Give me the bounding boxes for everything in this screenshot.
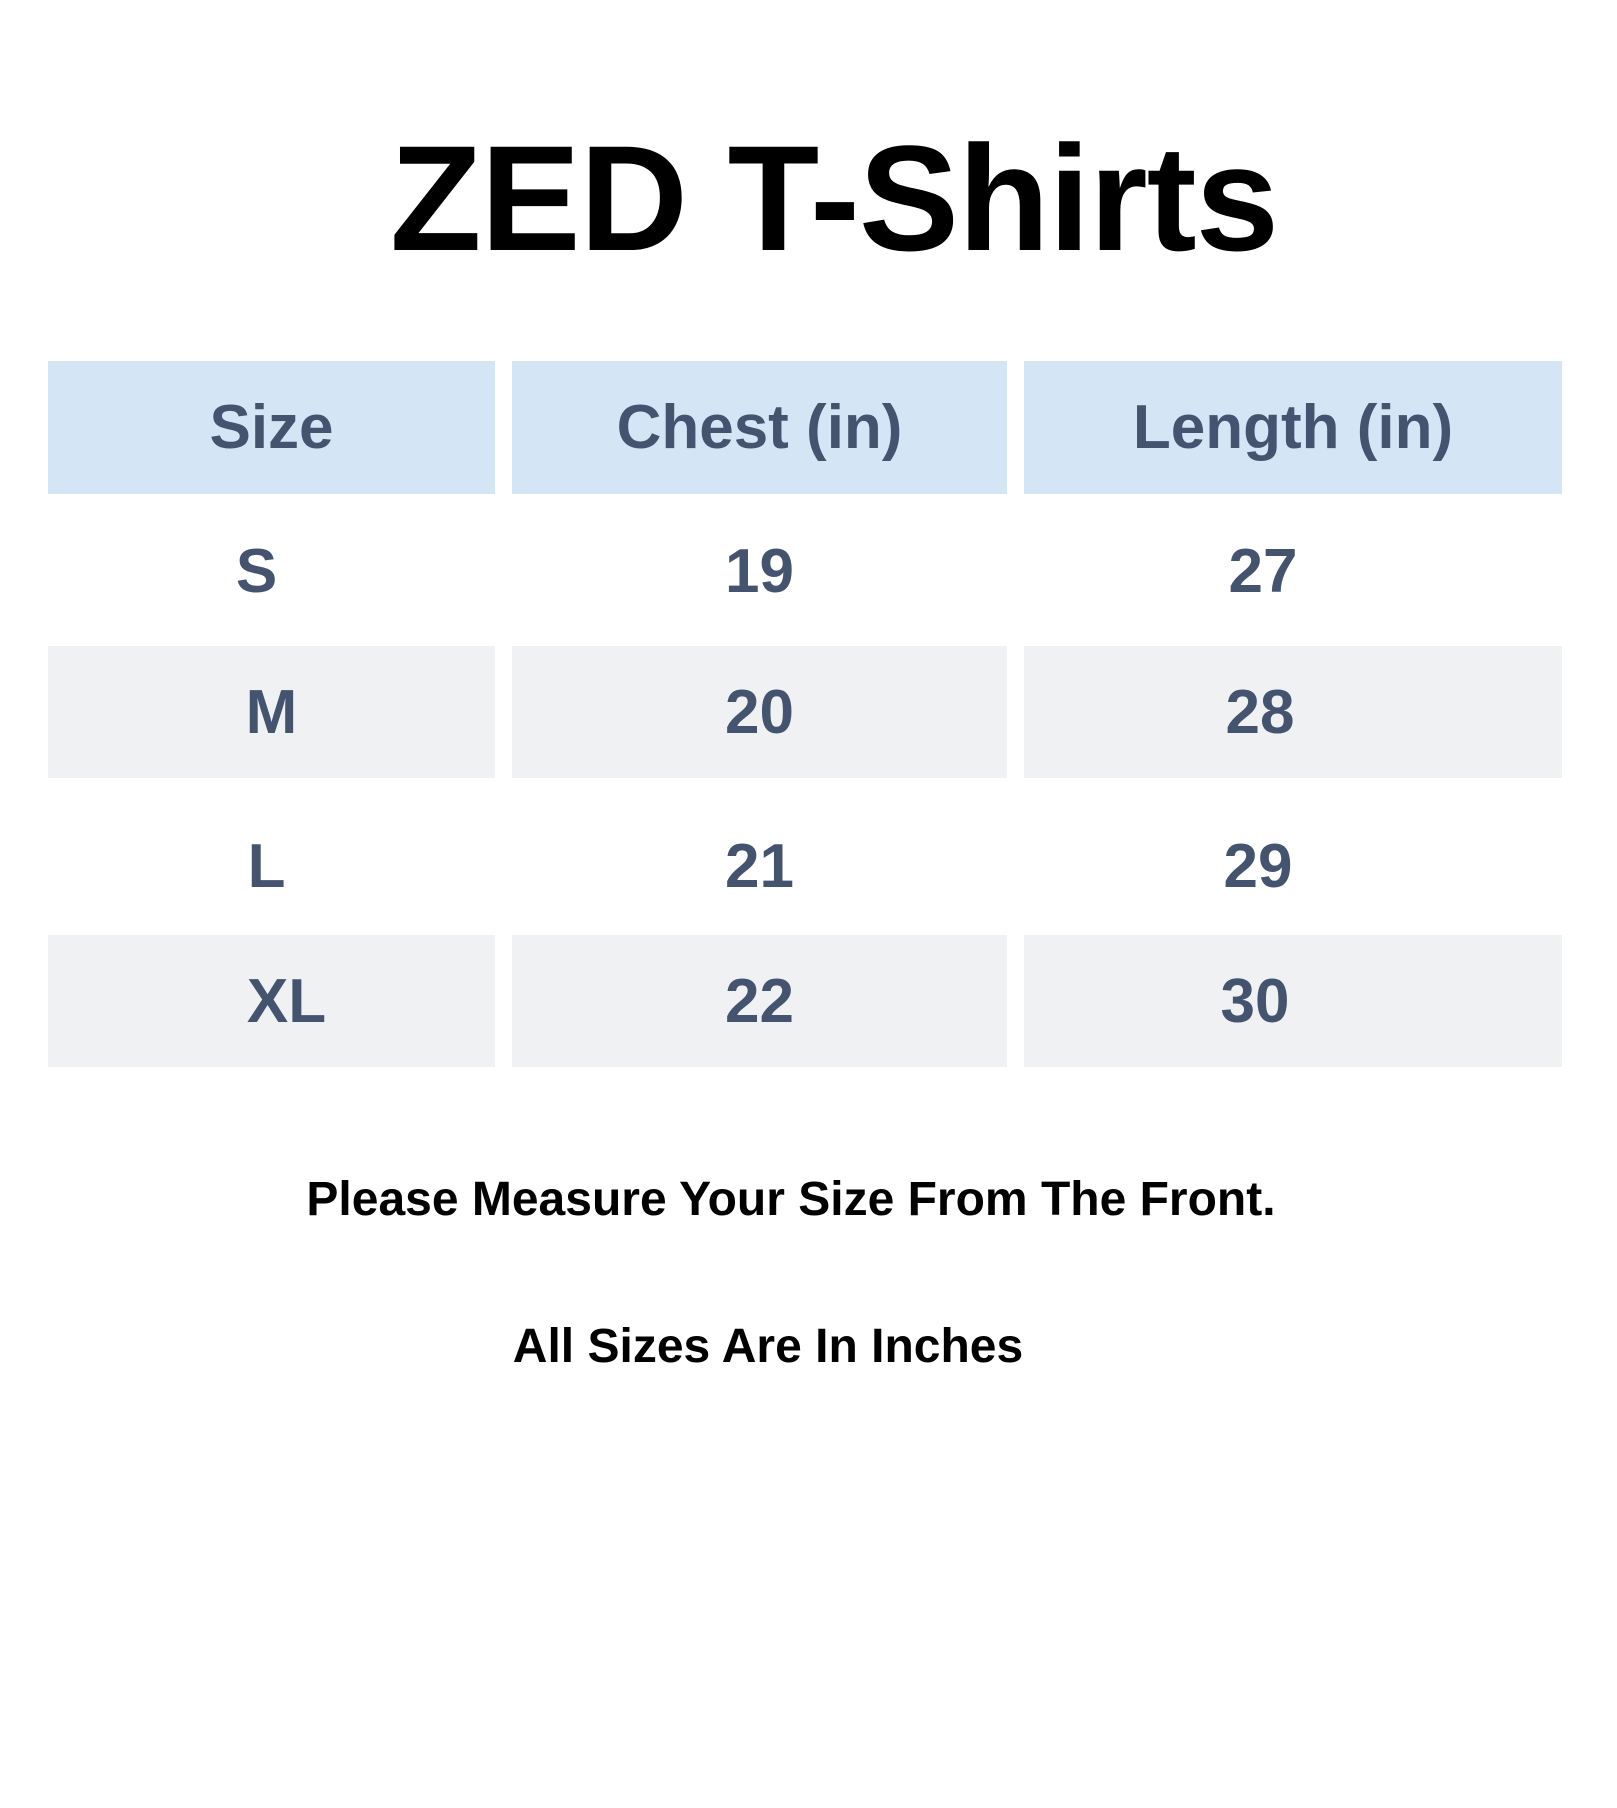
measure-note: Please Measure Your Size From The Front.	[306, 1173, 1276, 1226]
units-note: All Sizes Are In Inches	[512, 1320, 1024, 1373]
cell-size: L	[247, 832, 286, 901]
cell-chest: 19	[725, 537, 794, 606]
cell-size: S	[235, 537, 278, 606]
cell-chest: 22	[512, 935, 1007, 1067]
header-chest: Chest (in)	[512, 361, 1007, 494]
cell-length: 29	[1223, 832, 1293, 901]
cell-length: 28	[1024, 646, 1562, 778]
page-title: ZED T-Shirts	[389, 114, 1279, 282]
cell-chest: 21	[725, 832, 794, 901]
cell-length: 27	[1228, 537, 1298, 606]
cell-size: M	[48, 646, 495, 778]
cell-length: 30	[1024, 935, 1562, 1067]
header-size: Size	[48, 361, 495, 494]
cell-size: XL	[48, 935, 495, 1067]
header-length: Length (in)	[1024, 361, 1562, 494]
cell-chest: 20	[512, 646, 1007, 778]
